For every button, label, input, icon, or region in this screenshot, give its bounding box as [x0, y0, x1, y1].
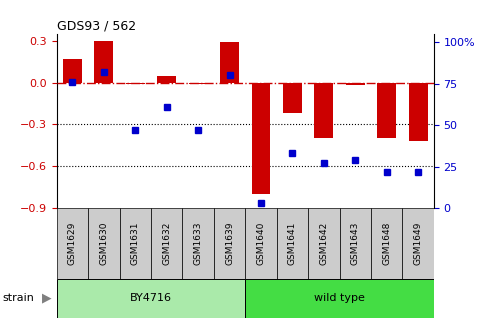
FancyBboxPatch shape [119, 208, 151, 279]
Bar [251, 83, 270, 194]
Text: GSM1632: GSM1632 [162, 222, 171, 265]
FancyBboxPatch shape [182, 208, 214, 279]
Bar [63, 59, 82, 83]
Bar [283, 83, 302, 113]
FancyBboxPatch shape [308, 208, 340, 279]
FancyBboxPatch shape [277, 208, 308, 279]
FancyBboxPatch shape [402, 208, 434, 279]
FancyBboxPatch shape [57, 279, 245, 318]
FancyBboxPatch shape [57, 208, 88, 279]
Text: GDS93 / 562: GDS93 / 562 [57, 19, 136, 33]
Bar [189, 83, 208, 84]
FancyBboxPatch shape [151, 208, 182, 279]
Bar [157, 76, 176, 83]
Text: GSM1641: GSM1641 [288, 222, 297, 265]
Text: GSM1640: GSM1640 [256, 222, 266, 265]
Text: GSM1648: GSM1648 [382, 222, 391, 265]
Text: GSM1642: GSM1642 [319, 222, 328, 265]
Text: GSM1643: GSM1643 [351, 222, 360, 265]
Text: BY4716: BY4716 [130, 293, 172, 303]
FancyBboxPatch shape [371, 208, 402, 279]
FancyBboxPatch shape [340, 208, 371, 279]
FancyBboxPatch shape [245, 208, 277, 279]
FancyBboxPatch shape [245, 279, 434, 318]
Bar [126, 83, 145, 84]
Text: GSM1630: GSM1630 [99, 222, 108, 265]
FancyBboxPatch shape [214, 208, 245, 279]
Text: GSM1633: GSM1633 [194, 222, 203, 265]
Bar [377, 83, 396, 138]
FancyBboxPatch shape [88, 208, 119, 279]
Text: GSM1629: GSM1629 [68, 222, 77, 265]
Bar [315, 83, 333, 138]
Bar [346, 83, 365, 85]
Text: wild type: wild type [314, 293, 365, 303]
Text: GSM1631: GSM1631 [131, 222, 140, 265]
Bar [94, 41, 113, 83]
Text: ▶: ▶ [42, 292, 52, 305]
Bar [220, 42, 239, 83]
Text: GSM1639: GSM1639 [225, 222, 234, 265]
Text: GSM1649: GSM1649 [414, 222, 423, 265]
Text: strain: strain [2, 293, 35, 303]
Bar [409, 83, 427, 141]
